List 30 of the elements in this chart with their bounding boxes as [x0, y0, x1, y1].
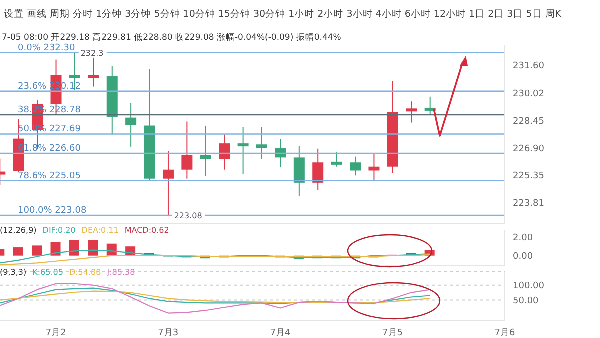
y-tick-label: 230.02 — [513, 89, 544, 100]
y-tick-label: 231.60 — [513, 61, 545, 72]
chart-title: (12,26,9) — [0, 226, 37, 235]
series-label: K:65.05 — [32, 268, 64, 277]
annotation: 223.08 — [174, 212, 202, 221]
y-tick-label: 100.00 — [513, 282, 545, 292]
ref-line-label: 100.0% 223.08 — [18, 206, 87, 216]
chart-subtitle: 7-05 08:00 开229.18 高229.81 低228.80 收229.08 涨幅-0.04%(-0.09) 振幅0.44% — [2, 32, 342, 44]
y-tick-label: 228.45 — [513, 117, 544, 128]
y-tick-label: 225.35 — [513, 172, 544, 182]
y-tick-label: 2.00 — [513, 234, 534, 244]
ref-line-label: 0.0% 232.30 — [18, 43, 76, 54]
y-tick-label: 0.00 — [513, 252, 534, 262]
annotation: 232.3 — [80, 48, 104, 58]
text: DEA:0.11 — [82, 226, 119, 235]
x-tick-label: 7月5 — [382, 328, 404, 338]
text: 设置 画线 周期 分时 1分钟 3分钟 5分钟 10分钟 15分钟 30分钟 1小时 2小时 3小时 4小时 6小时 12小时 1日 2日 3日 5日 周K — [4, 8, 562, 21]
y-tick-label: 50.00 — [513, 296, 540, 306]
ref-line-label: 78.6% 225.05 — [18, 171, 81, 182]
x-tick-label: 7月2 — [46, 328, 66, 338]
series-label: D:54.88 — [69, 268, 102, 277]
y-tick-label: 223.81 — [513, 198, 544, 209]
x-tick-label: 7月6 — [494, 328, 516, 338]
series-label: J:85.38 — [107, 268, 136, 277]
y-tick-label: 226.90 — [513, 144, 545, 154]
x-tick-label: 7月3 — [158, 328, 179, 338]
x-tick-label: 7月4 — [270, 328, 292, 338]
chart-title: (9,3,3) — [0, 268, 27, 277]
text: DIF:0.20 — [42, 226, 76, 235]
series-label: MACD:0.62 — [124, 226, 170, 235]
